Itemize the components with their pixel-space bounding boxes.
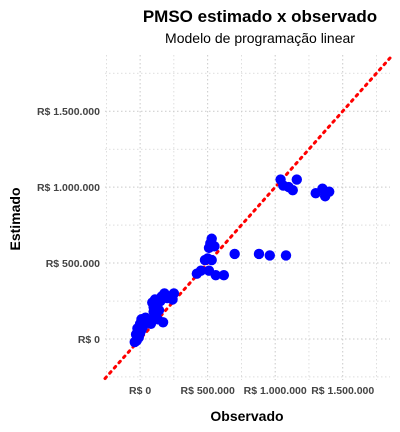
y-tick-label: R$ 1.500.000 (37, 106, 100, 118)
chart-subtitle: Modelo de programação linear (165, 30, 355, 46)
data-point (167, 294, 178, 305)
reference-line (103, 56, 392, 380)
data-point (324, 186, 335, 197)
data-point (253, 248, 265, 260)
data-point (229, 248, 240, 260)
data-point (291, 174, 303, 185)
data-point (218, 270, 230, 281)
x-tick-label: R$ 1.500.000 (311, 385, 374, 397)
data-point (157, 317, 169, 328)
x-tick-label: R$ 500.000 (181, 385, 235, 397)
data-point (203, 265, 215, 276)
data-point (287, 184, 298, 196)
y-axis-ticks: R$ 0 R$ 500.000 R$ 1.000.000 R$ 1.500.000 (37, 106, 100, 346)
data-point (195, 265, 207, 276)
x-tick-label: R$ 0 (129, 385, 151, 397)
y-tick-label: R$ 0 (78, 334, 100, 346)
data-point (280, 250, 292, 261)
data-point (209, 241, 220, 252)
data-points (129, 174, 335, 348)
y-tick-label: R$ 500.000 (46, 258, 100, 270)
data-point (206, 254, 217, 266)
x-axis-title: Observado (210, 408, 283, 424)
y-tick-label: R$ 1.000.000 (37, 182, 100, 194)
x-axis-ticks: R$ 0 R$ 500.000 R$ 1.000.000 R$ 1.500.000 (129, 385, 374, 397)
data-point (153, 304, 165, 316)
y-axis-title: Estimado (7, 187, 23, 250)
chart-title: PMSO estimado x observado (143, 7, 377, 26)
reference-line-group (103, 56, 392, 380)
x-tick-label: R$ 1.000.000 (244, 385, 307, 397)
data-point (264, 250, 275, 261)
